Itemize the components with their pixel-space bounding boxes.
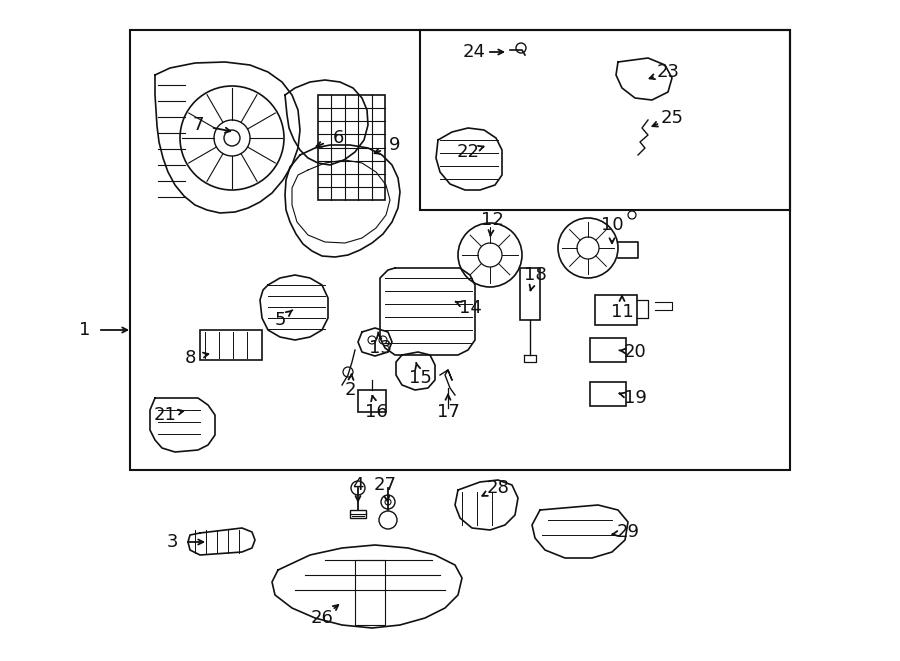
Text: 7: 7 <box>193 116 203 134</box>
Bar <box>350 510 366 518</box>
Text: 25: 25 <box>661 109 683 127</box>
Text: 28: 28 <box>487 479 509 497</box>
Text: 27: 27 <box>374 476 397 494</box>
Bar <box>595 295 637 325</box>
Text: 20: 20 <box>624 343 646 361</box>
Text: 14: 14 <box>459 299 482 317</box>
Bar <box>355 560 385 625</box>
Text: 11: 11 <box>610 303 634 321</box>
Text: 21: 21 <box>154 406 176 424</box>
Text: 4: 4 <box>352 476 364 494</box>
Text: 18: 18 <box>524 266 546 284</box>
Text: 29: 29 <box>616 523 640 541</box>
Text: 16: 16 <box>364 403 387 421</box>
Text: 26: 26 <box>310 609 333 627</box>
Text: 5: 5 <box>274 311 286 329</box>
Bar <box>420 30 790 210</box>
Text: 6: 6 <box>332 129 344 147</box>
Text: 2: 2 <box>344 381 356 399</box>
Text: 12: 12 <box>481 211 503 229</box>
Bar <box>130 30 790 470</box>
Text: 1: 1 <box>79 321 91 339</box>
Bar <box>318 95 385 200</box>
Text: 22: 22 <box>456 143 480 161</box>
Text: 13: 13 <box>369 339 392 357</box>
Text: 19: 19 <box>624 389 646 407</box>
Text: 10: 10 <box>600 216 624 234</box>
Text: 9: 9 <box>389 136 400 154</box>
Text: 24: 24 <box>463 43 485 61</box>
Text: 8: 8 <box>184 349 195 367</box>
Bar <box>200 330 262 360</box>
Bar <box>590 382 626 406</box>
Bar <box>520 268 540 320</box>
Text: 23: 23 <box>656 63 680 81</box>
Bar <box>358 390 386 412</box>
Text: 17: 17 <box>436 403 459 421</box>
Text: 15: 15 <box>409 369 431 387</box>
Text: 3: 3 <box>166 533 178 551</box>
Bar <box>590 338 626 362</box>
